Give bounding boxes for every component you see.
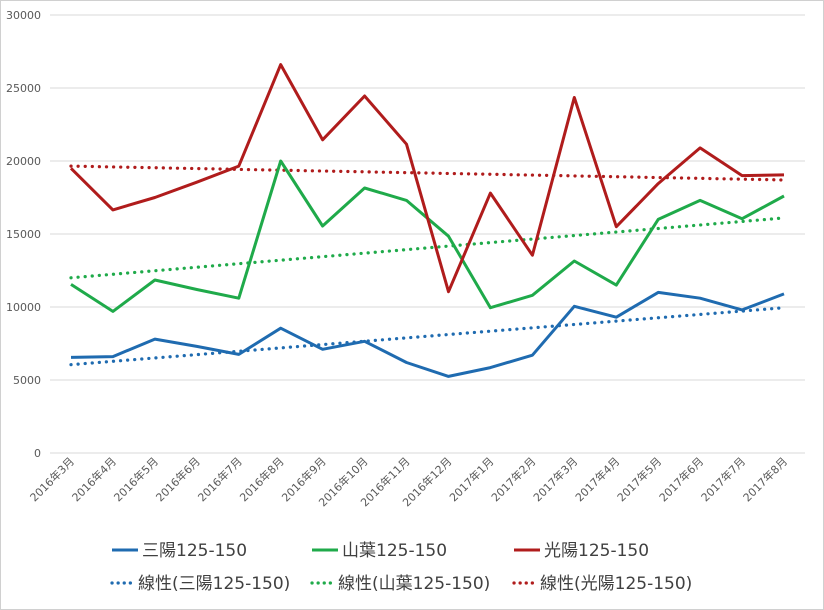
- x-tick-label: 2017年4月: [572, 454, 622, 504]
- legend-label: 線性(山葉125-150): [338, 574, 490, 594]
- legend-label: 線性(光陽125-150): [540, 574, 692, 594]
- x-tick-label: 2016年8月: [237, 454, 287, 504]
- trendlines: [69, 164, 786, 367]
- legend: 三陽125-150 山葉125-150 光陽125-150 線性(三陽125-150)…: [110, 541, 692, 594]
- y-tick-label: 10000: [6, 301, 41, 314]
- y-axis-ticks: 0 5000 10000 15000 20000 25000 30000: [6, 9, 41, 460]
- x-tick-label: 2017年2月: [488, 454, 538, 504]
- x-axis-ticks: 2016年3月2016年4月2016年5月2016年6月2016年7月2016年…: [27, 454, 790, 509]
- series-line: [70, 290, 785, 378]
- series-lines: [69, 63, 785, 378]
- x-tick-label: 2017年3月: [530, 454, 580, 504]
- y-tick-label: 15000: [6, 228, 41, 241]
- x-tick-label: 2016年5月: [111, 454, 161, 504]
- gridlines: [50, 14, 805, 454]
- y-tick-label: 20000: [6, 155, 41, 168]
- series-line: [70, 159, 785, 313]
- trendline: [69, 306, 786, 367]
- x-tick-label: 2017年5月: [614, 454, 664, 504]
- x-tick-label: 2017年7月: [698, 454, 748, 504]
- y-tick-label: 30000: [6, 9, 41, 22]
- legend-label: 線性(三陽125-150): [138, 574, 290, 594]
- x-tick-label: 2017年8月: [740, 454, 790, 504]
- x-tick-label: 2016年6月: [153, 454, 203, 504]
- trendline: [69, 216, 786, 280]
- x-tick-label: 2016年3月: [27, 454, 77, 504]
- legend-label: 光陽125-150: [544, 541, 649, 561]
- y-tick-label: 25000: [6, 82, 41, 95]
- legend-label: 山葉125-150: [342, 541, 447, 561]
- trendline: [69, 164, 786, 182]
- legend-label: 三陽125-150: [142, 541, 247, 561]
- y-tick-label: 0: [34, 447, 41, 460]
- x-tick-label: 2017年6月: [656, 454, 706, 504]
- x-tick-label: 2017年1月: [446, 454, 496, 504]
- y-tick-label: 5000: [13, 374, 41, 387]
- series-line: [69, 63, 785, 294]
- x-tick-label: 2016年4月: [69, 454, 119, 504]
- x-tick-label: 2016年7月: [195, 454, 245, 504]
